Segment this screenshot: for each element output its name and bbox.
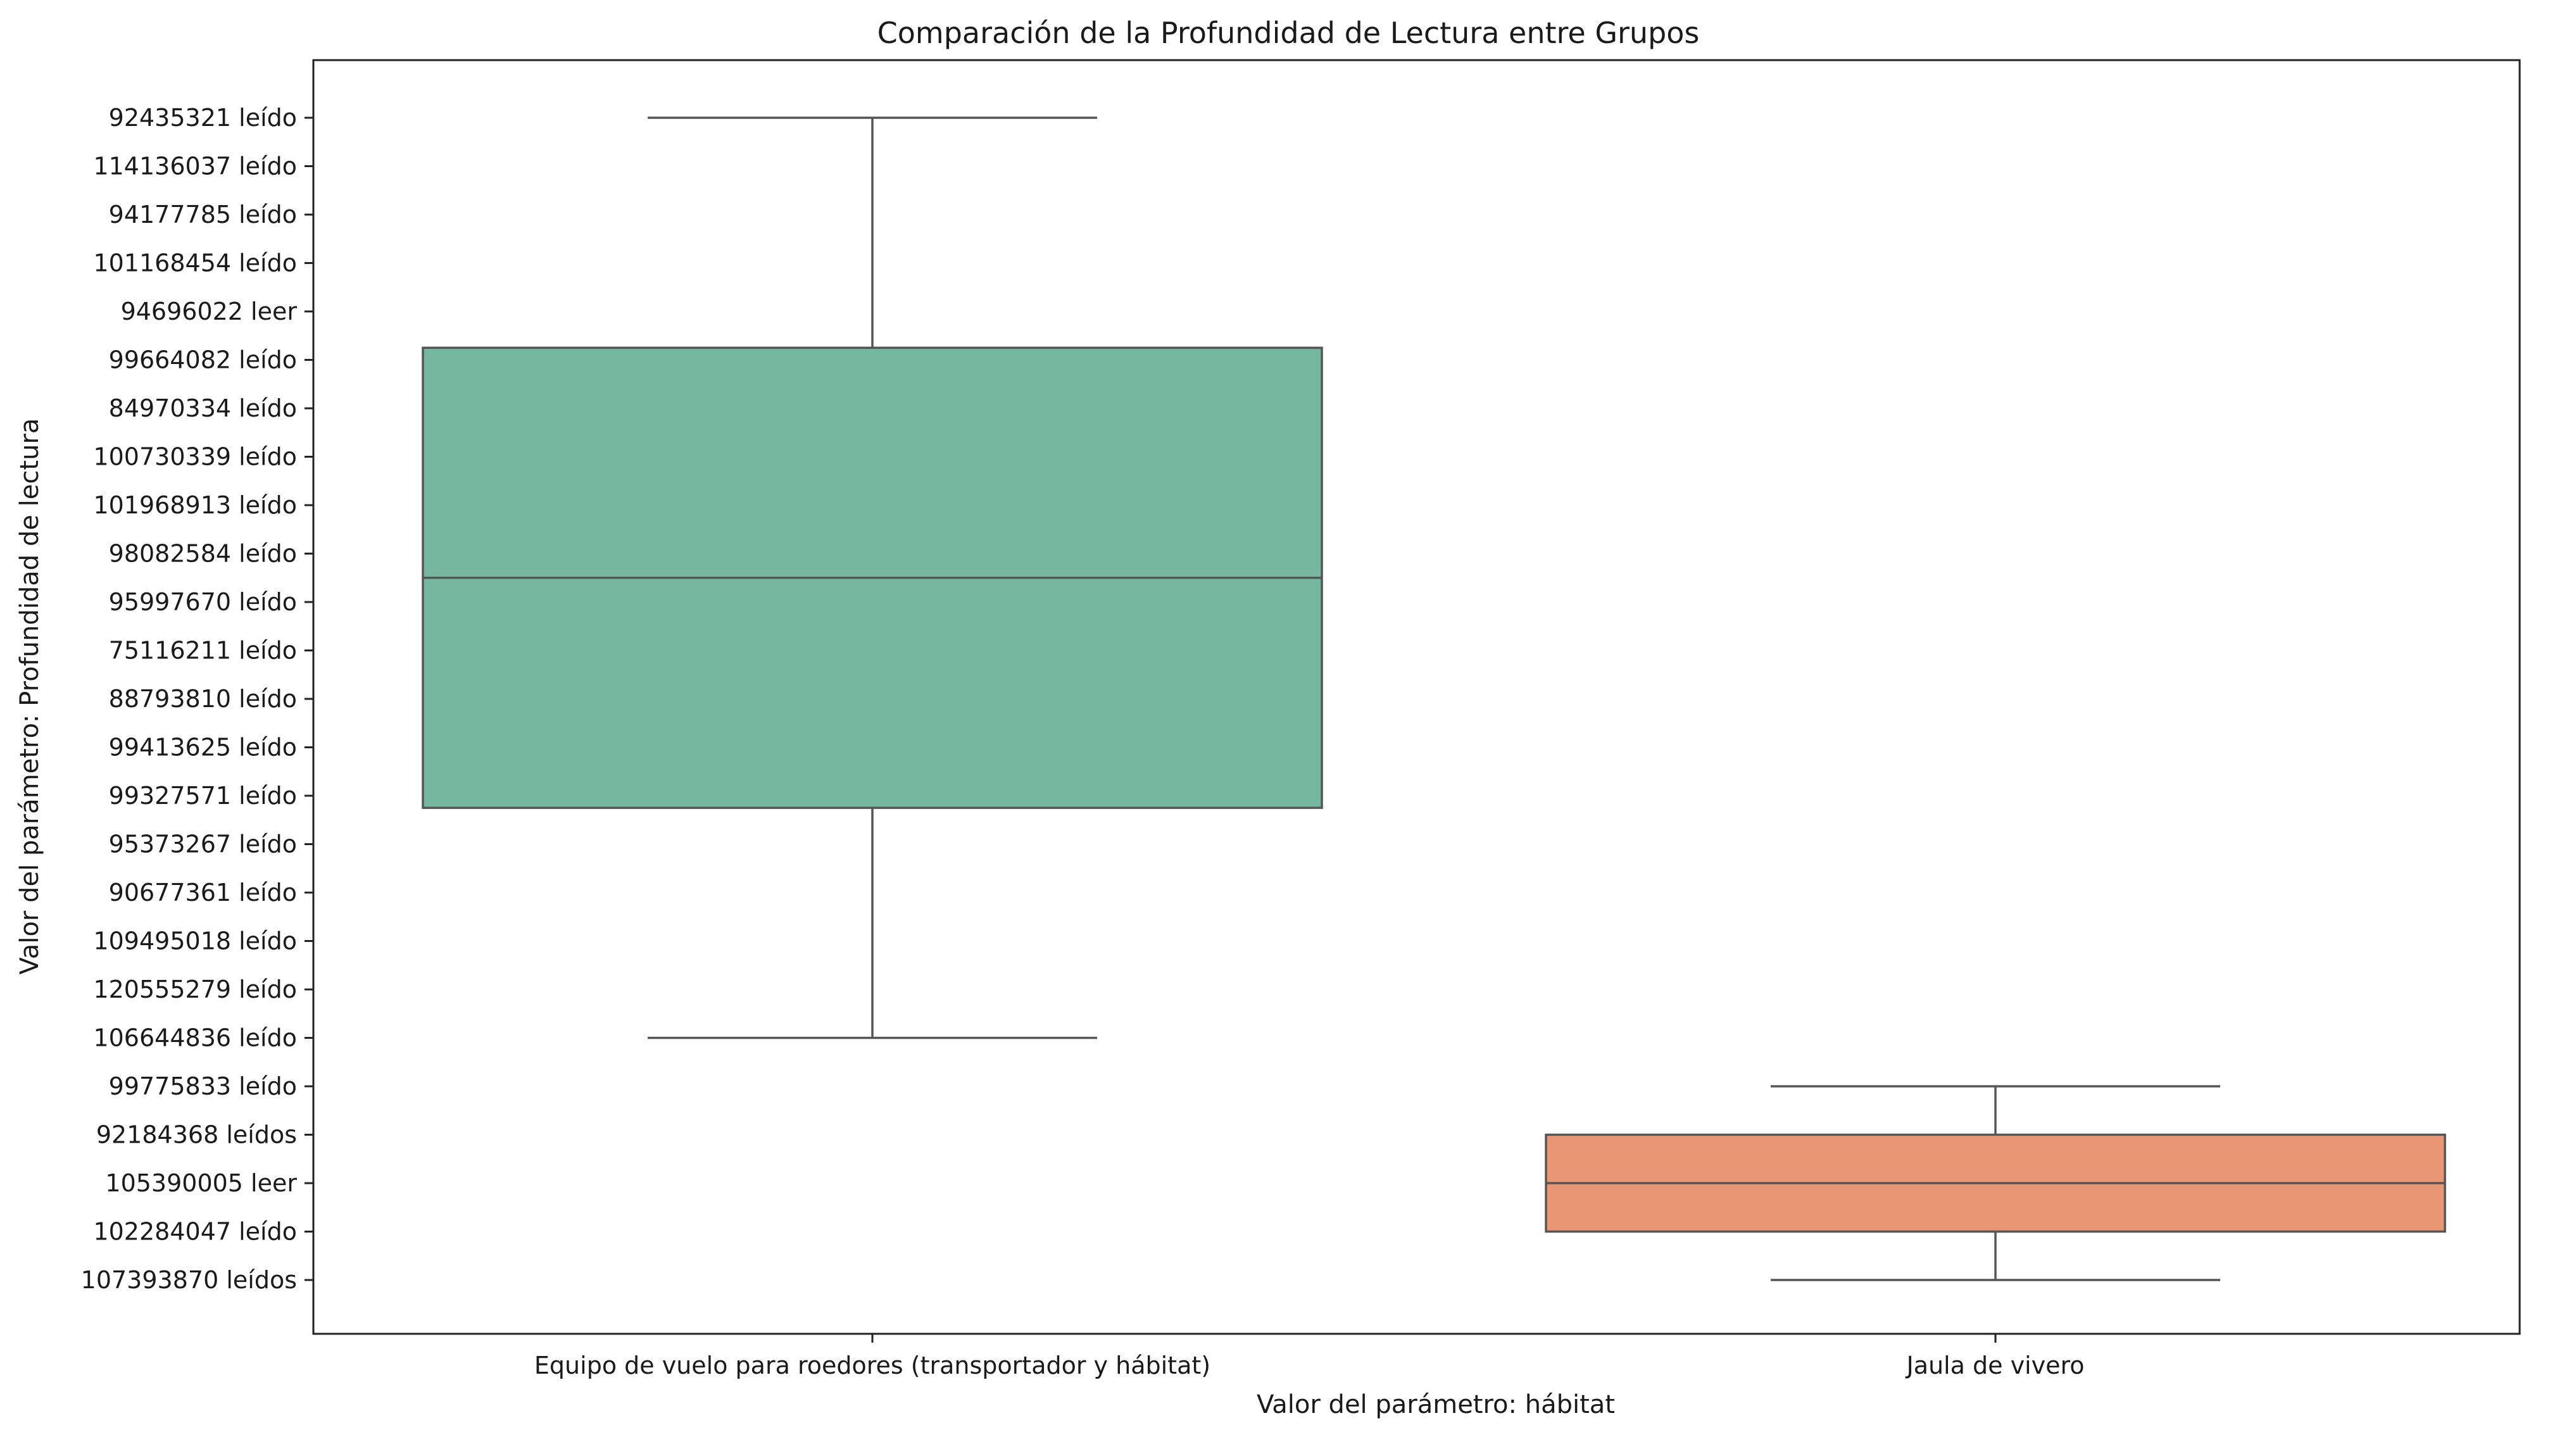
y-tick-label: 100730339 leído (93, 443, 297, 471)
y-tick-label: 99413625 leído (109, 734, 297, 762)
x-tick-label: Jaula de vivero (1905, 1352, 2084, 1379)
x-tick-label: Equipo de vuelo para roedores (transport… (534, 1352, 1210, 1379)
y-tick-label: 109495018 leído (93, 927, 297, 955)
box-plot-group (422, 116, 2446, 1281)
y-tick-label: 92435321 leído (109, 104, 297, 132)
y-axis-label: Valor del parámetro: Profundidad de lect… (15, 418, 44, 975)
y-tick-label: 101968913 leído (93, 491, 297, 519)
y-tick-label: 99664082 leído (109, 346, 297, 374)
y-tick-label: 114136037 leído (93, 153, 297, 180)
y-tick-label: 95997670 leído (109, 588, 297, 616)
y-tick-label: 99775833 leído (109, 1072, 297, 1100)
y-tick-label: 99327571 leído (109, 782, 297, 810)
y-tick-label: 120555279 leído (93, 976, 297, 1003)
y-tick-label: 88793810 leído (109, 685, 297, 713)
y-tick-label: 107393870 leídos (81, 1266, 297, 1294)
box-group-2 (1545, 1085, 2446, 1281)
y-tick-label: 101168454 leído (93, 249, 297, 277)
y-tick-label: 94696022 leer (121, 298, 298, 325)
box-group-1 (422, 116, 1323, 1039)
y-tick-label: 106644836 leído (93, 1024, 297, 1052)
y-axis-ticks: 92435321 leído 114136037 leído 94177785 le… (81, 104, 313, 1294)
y-tick-label: 90677361 leído (109, 879, 297, 907)
y-tick-label: 84970334 leído (109, 394, 297, 422)
plot-frame (312, 59, 2521, 1335)
y-tick-label: 105390005 leer (105, 1169, 297, 1197)
y-tick-label: 75116211 leído (109, 637, 297, 665)
y-tick-label: 98082584 leído (109, 540, 297, 568)
y-tick-label: 92184368 leídos (96, 1121, 297, 1149)
chart-title: Comparación de la Profundidad de Lectura… (877, 16, 1700, 50)
y-tick-label: 94177785 leído (109, 201, 297, 229)
x-axis-ticks: Equipo de vuelo para roedores (transport… (534, 1334, 2085, 1379)
y-tick-label: 102284047 leído (93, 1218, 297, 1246)
y-tick-label: 95373267 leído (109, 831, 297, 858)
x-axis-label: Valor del parámetro: hábitat (1257, 1390, 1615, 1419)
